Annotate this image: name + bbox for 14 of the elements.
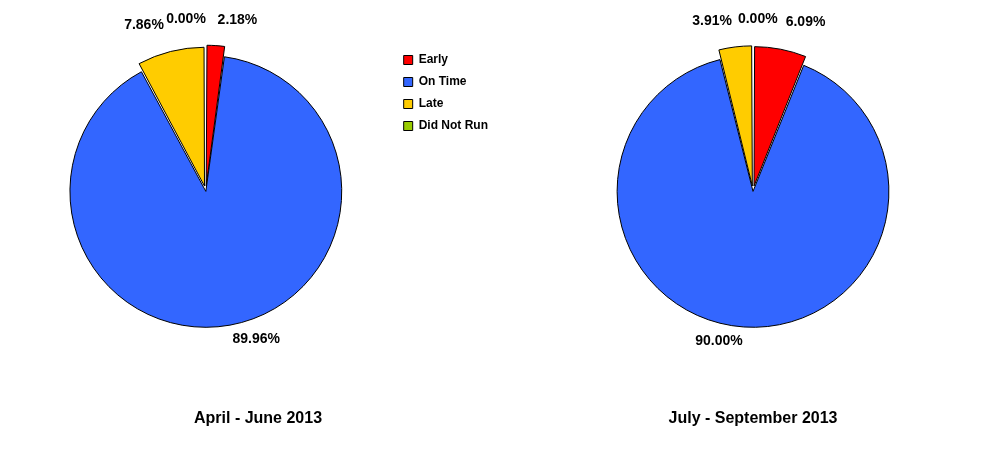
legend-label: Late	[418, 96, 444, 111]
text: 0.00%	[737, 10, 778, 27]
data-label: 89.96%	[232, 329, 281, 346]
data-label: 7.86%	[124, 15, 165, 32]
text: 0.00%	[166, 10, 206, 27]
legend-label: On Time	[418, 74, 467, 89]
data-label: 6.09%	[785, 13, 826, 30]
data-label: 3.91%	[692, 11, 733, 28]
legend-label: Early	[418, 52, 449, 67]
text: April - June 2013	[193, 408, 323, 426]
text: July - September 2013	[668, 408, 838, 426]
data-label: 2.18%	[217, 10, 258, 27]
legend-label: Did Not Run	[418, 118, 489, 133]
data-label: 90.00%	[695, 331, 744, 348]
